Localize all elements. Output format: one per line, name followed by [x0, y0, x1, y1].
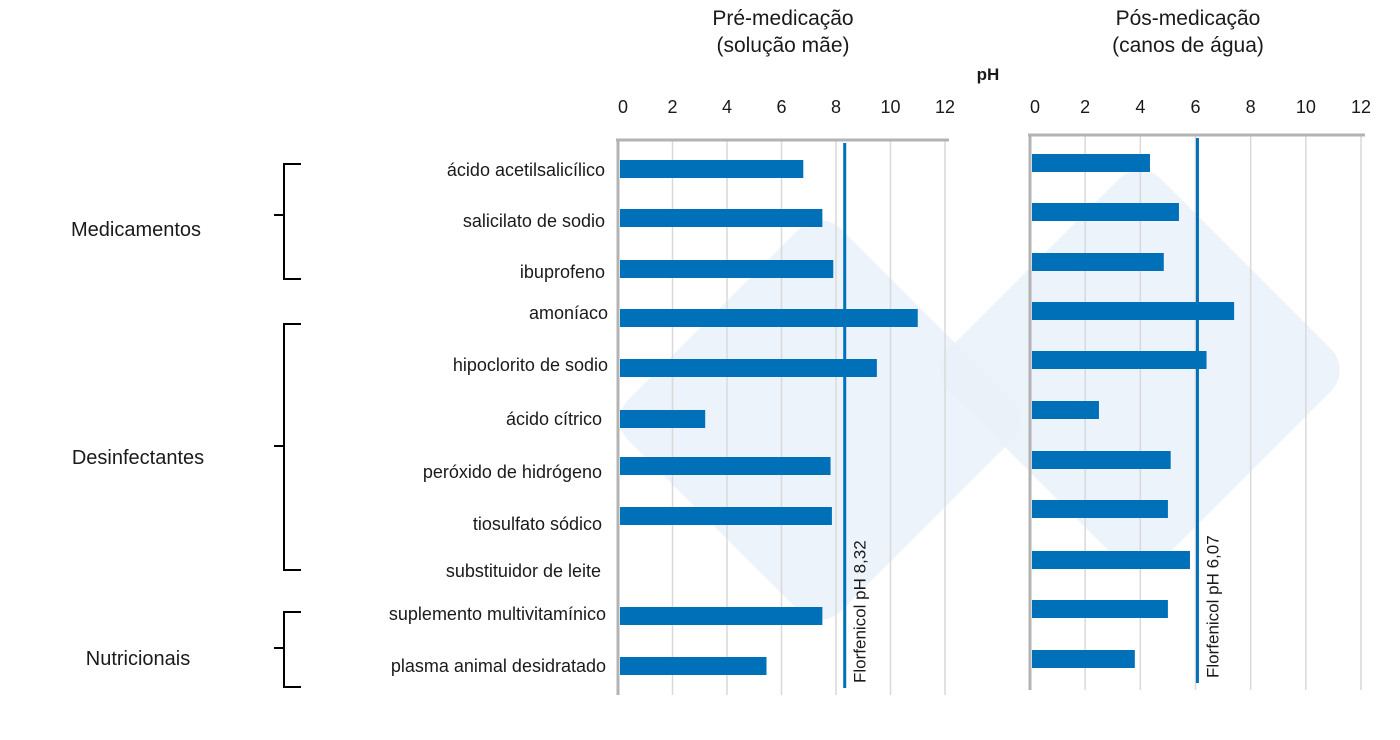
- bar: [1032, 203, 1179, 221]
- x-tick-label: 8: [831, 97, 841, 117]
- panel-1: 0 2 4 6 8 10 12 Florfenicol pH 8,32: [616, 97, 955, 695]
- category-label: suplemento multivitamínico: [389, 604, 606, 624]
- panel-2: 0 2 4 6 8 10 12 Florfenicol pH 6,07: [1028, 97, 1371, 690]
- watermark-logo: [620, 170, 1340, 620]
- bar: [620, 457, 831, 475]
- bar: [1032, 451, 1171, 469]
- bar: [1032, 650, 1135, 668]
- bar: [620, 607, 823, 625]
- panel-1-title-line-2: (solução mãe): [716, 34, 849, 57]
- panel-2-title-line-1: Pós-medicação: [1116, 7, 1261, 30]
- bar: [620, 260, 834, 278]
- category-label: ibuprofeno: [520, 262, 605, 282]
- x-tick-label: 0: [1030, 97, 1040, 117]
- bar: [1032, 302, 1235, 320]
- panel-2-title-line-2: (canos de água): [1112, 34, 1264, 57]
- bar: [620, 209, 823, 227]
- bar: [620, 309, 918, 327]
- category-label: ácido acetilsalicílico: [447, 160, 605, 180]
- bar: [620, 410, 706, 428]
- reference-line-label: Florfenicol pH 6,07: [1203, 535, 1222, 678]
- bar: [620, 657, 767, 675]
- category-label: ácido cítrico: [506, 409, 602, 429]
- category-label: peróxido de hidrógeno: [423, 462, 602, 482]
- panel-1-title-line-1: Pré-medicação: [712, 7, 853, 30]
- group-bracket: [274, 163, 301, 280]
- bar: [620, 160, 804, 178]
- group-bracket: [274, 323, 301, 571]
- x-tick-label: 2: [1080, 97, 1090, 117]
- x-tick-label: 2: [667, 97, 677, 117]
- category-label: hipoclorito de sodio: [453, 355, 608, 375]
- category-label: tiosulfato sódico: [473, 514, 602, 534]
- bar: [1032, 551, 1190, 569]
- group-label: Desinfectantes: [72, 447, 204, 469]
- x-axis-label: pH: [977, 65, 1000, 84]
- category-label: salicilato de sodio: [463, 211, 605, 231]
- bar: [1032, 253, 1164, 271]
- x-tick-label: 4: [722, 97, 732, 117]
- category-label: substituidor de leite: [446, 561, 601, 581]
- x-tick-label: 10: [880, 97, 900, 117]
- bar: [1032, 600, 1168, 618]
- group-label: Nutricionais: [86, 648, 190, 670]
- x-tick-label: 6: [776, 97, 786, 117]
- group-bracket: [274, 611, 301, 688]
- category-label: plasma animal desidratado: [391, 656, 606, 676]
- bar: [1032, 401, 1099, 419]
- reference-line-label: Florfenicol pH 8,32: [851, 540, 870, 683]
- x-tick-label: 6: [1190, 97, 1200, 117]
- bar: [620, 507, 832, 525]
- bar: [620, 359, 877, 377]
- x-tick-label: 4: [1135, 97, 1145, 117]
- x-tick-label: 12: [935, 97, 955, 117]
- x-tick-label: 10: [1296, 97, 1316, 117]
- bar: [1032, 351, 1207, 369]
- category-label: amoníaco: [529, 303, 608, 323]
- group-label: Medicamentos: [71, 219, 201, 241]
- bar: [1032, 500, 1168, 518]
- bar: [1032, 154, 1150, 172]
- x-tick-label: 8: [1246, 97, 1256, 117]
- x-tick-label: 12: [1351, 97, 1371, 117]
- x-tick-label: 0: [618, 97, 628, 117]
